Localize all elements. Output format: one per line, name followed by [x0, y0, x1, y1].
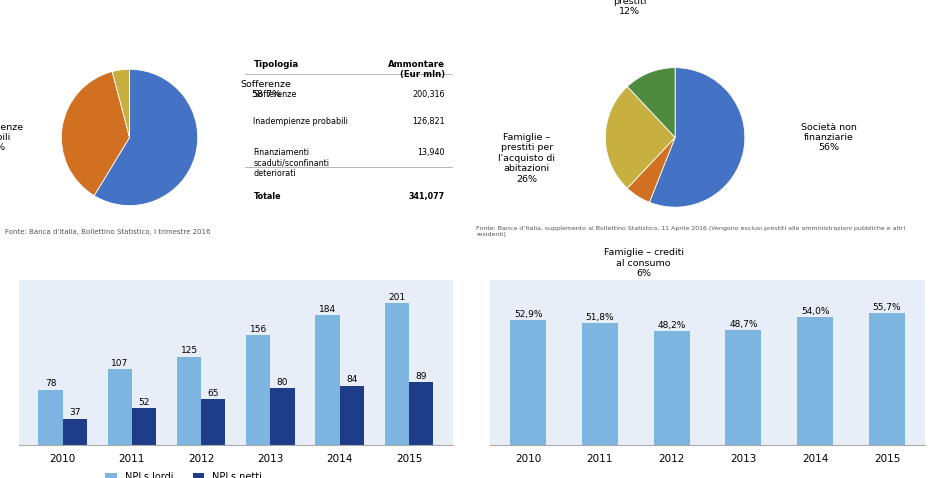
Text: Fonte: Banca d’Italia, Bollettino Statistico, I trimestre 2016: Fonte: Banca d’Italia, Bollettino Statis… [5, 229, 210, 235]
Text: Sofferenze
58.7%: Sofferenze 58.7% [240, 80, 291, 99]
Text: Tipologia: Tipologia [253, 60, 299, 69]
Text: Famiglie –
prestiti per
l'acquisto di
abitazioni
26%: Famiglie – prestiti per l'acquisto di ab… [499, 133, 556, 184]
Text: 65: 65 [207, 389, 219, 398]
Wedge shape [649, 68, 744, 207]
Text: 78: 78 [45, 380, 56, 389]
Text: Ammontare
(Eur mln): Ammontare (Eur mln) [388, 60, 445, 79]
Text: Inadempienze probabili: Inadempienze probabili [253, 118, 348, 126]
Bar [38, 390, 63, 445]
Text: Fonte: Banca d’Italia, supplemento al Bollettino Statistico, 11 Aprile 2016 (Ven: Fonte: Banca d’Italia, supplemento al Bo… [476, 227, 905, 237]
Text: 107: 107 [111, 359, 129, 368]
Text: Famiglie – crediti
al consumo
6%: Famiglie – crediti al consumo 6% [603, 248, 684, 278]
Text: 341,077: 341,077 [408, 192, 445, 201]
Text: 84: 84 [347, 375, 358, 384]
Text: 156: 156 [249, 325, 267, 334]
Text: 184: 184 [319, 305, 336, 314]
Text: Famiglie – altri
prestiti
12%: Famiglie – altri prestiti 12% [595, 0, 664, 16]
Text: 126,821: 126,821 [412, 118, 445, 126]
Bar [654, 331, 689, 445]
Text: Evoluzione Sofferenze lorde e nette: Evoluzione Sofferenze lorde e nette [6, 247, 217, 257]
Wedge shape [62, 72, 130, 196]
Text: 51,8%: 51,8% [586, 313, 615, 322]
Text: Evoluzione del coverage ratioᵃ: Evoluzione del coverage ratioᵃ [477, 247, 658, 257]
Wedge shape [628, 68, 675, 138]
Text: Sofferenze: Sofferenze [253, 89, 297, 98]
Bar [409, 382, 433, 445]
Text: 89: 89 [416, 372, 427, 380]
Text: 48,7%: 48,7% [729, 320, 757, 329]
Text: Finanziamenti
scaduti/sconfinanti
deteriorati: Finanziamenti scaduti/sconfinanti deteri… [253, 148, 330, 178]
Text: 13,940: 13,940 [417, 148, 445, 157]
Bar [510, 320, 546, 445]
Text: 37: 37 [69, 408, 80, 417]
Bar [385, 304, 409, 445]
Legend: NPLs lordi, NPLs netti: NPLs lordi, NPLs netti [102, 468, 266, 478]
Text: 201: 201 [389, 293, 405, 302]
Bar [271, 389, 295, 445]
Text: Breakdown per controparti (Febbraio 2016): Breakdown per controparti (Febbraio 2016… [477, 8, 735, 18]
Wedge shape [605, 87, 675, 188]
Wedge shape [94, 69, 198, 206]
Text: 125: 125 [180, 347, 198, 356]
Text: 48,2%: 48,2% [658, 321, 686, 330]
Bar [201, 399, 225, 445]
Bar [340, 386, 364, 445]
Text: Inadempienze
probabili
37.2%: Inadempienze probabili 37.2% [0, 122, 23, 152]
Text: 80: 80 [276, 378, 289, 387]
Text: 55,7%: 55,7% [872, 304, 901, 313]
Text: Società non
finanziarie
56%: Società non finanziarie 56% [800, 122, 856, 152]
Bar [247, 335, 271, 445]
Text: 52: 52 [138, 398, 149, 407]
Bar [107, 369, 132, 445]
Bar [726, 330, 761, 445]
Wedge shape [628, 138, 675, 202]
Text: Finanziamenti deteriorati – breakdown (quarto trimestre 2015): Finanziamenti deteriorati – breakdown (q… [6, 8, 378, 18]
Bar [177, 357, 201, 445]
Text: 52,9%: 52,9% [514, 310, 543, 319]
Bar [798, 317, 833, 445]
Text: Finanziamenti scaduti/sconfinanti
deteriorati
4.1%: Finanziamenti scaduti/sconfinanti deteri… [50, 0, 209, 2]
Wedge shape [112, 69, 130, 138]
Bar [869, 313, 905, 445]
Bar [63, 419, 87, 445]
Bar [132, 408, 156, 445]
Text: Totale: Totale [253, 192, 281, 201]
Text: 54,0%: 54,0% [801, 307, 829, 316]
Bar [316, 315, 340, 445]
Text: 200,316: 200,316 [412, 89, 445, 98]
Bar [582, 323, 617, 445]
